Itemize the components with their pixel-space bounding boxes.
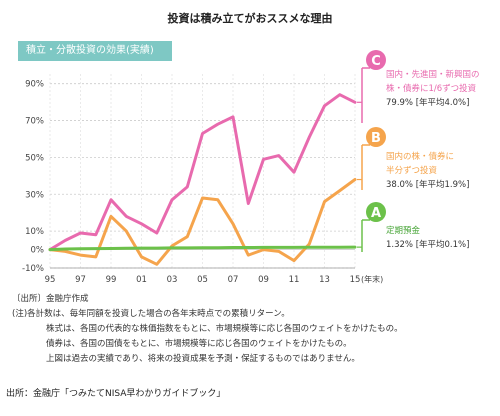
- callout-letter-b: B: [371, 131, 381, 146]
- x-tick-label: 15: [350, 275, 361, 285]
- callout-b: 国内の株・債券に 半分ずつ投資 38.0% [年平均1.9%]: [386, 150, 469, 192]
- y-tick-label: -10%: [22, 264, 44, 274]
- note-explanation: (注)各計数は、毎年同額を投資した場合の各年末時点での累積リターン。: [12, 309, 290, 319]
- callout-b-line2: 半分ずつ投資: [386, 166, 438, 176]
- chart-header: 積立・分散投資の効果(実績): [18, 41, 172, 61]
- x-tick-label: 07: [228, 275, 239, 285]
- series-line-a: [48, 245, 357, 252]
- y-tick-label: 70%: [25, 117, 44, 127]
- x-axis-unit: (年末): [361, 274, 383, 284]
- plot-area: [18, 61, 376, 277]
- note-source: 〔出所〕金融庁作成: [12, 294, 89, 304]
- callout-b-line1: 国内の株・債券に: [386, 152, 455, 162]
- x-tick-label: 13: [319, 275, 330, 285]
- callout-marker-b: [366, 127, 386, 147]
- x-tick-label: 95: [45, 275, 56, 285]
- note-bonds: 債券は、各国の国債をもとに、市場規模等に応じ各国のウェイトをかけたもの。: [46, 339, 352, 349]
- callout-letter-a: A: [371, 206, 381, 221]
- y-tick-label: 30%: [25, 190, 44, 200]
- series-line-c: [48, 93, 357, 252]
- x-tick-label: 05: [197, 275, 208, 285]
- callout-a-value: 1.32% [年平均0.1%]: [386, 240, 470, 250]
- callout-c: 国内・先進国・新興国の 株・債券に1/6ずつ投資 79.9% [年平均4.0%]: [386, 68, 480, 110]
- callout-c-value: 79.9% [年平均4.0%]: [386, 98, 470, 108]
- source-credit: 出所：金融庁「つみたてNISA早わかりガイドブック」: [6, 389, 226, 399]
- x-tick-label: 97: [75, 275, 86, 285]
- callout-c-line1: 国内・先進国・新興国の: [386, 70, 480, 80]
- y-tick-label: 90%: [25, 80, 44, 90]
- x-tick-label: 99: [106, 275, 117, 285]
- y-tick-label: 0%: [31, 246, 45, 256]
- x-tick-label: 01: [136, 275, 147, 285]
- callout-marker-c: [366, 50, 386, 70]
- page-title: 投資は積み立てがおススメな理由: [167, 12, 333, 25]
- callout-c-line2: 株・債券に1/6ずつ投資: [386, 84, 477, 94]
- x-tick-label: 09: [258, 275, 269, 285]
- callout-b-value: 38.0% [年平均1.9%]: [386, 180, 470, 190]
- callout-a: 定期預金 1.32% [年平均0.1%]: [386, 224, 469, 252]
- callout-letter-c: C: [371, 54, 381, 69]
- note-stocks: 株式は、各国の代表的な株価指数をもとに、市場規模等に応じ各国のウェイトをかけたも…: [46, 324, 403, 334]
- x-tick-label: 03: [167, 275, 178, 285]
- note-disclaimer: 上図は過去の実績であり、将来の投資成果を予測・保証するものではありません。: [46, 354, 360, 364]
- y-tick-label: 50%: [25, 153, 44, 163]
- y-tick-label: 10%: [25, 227, 44, 237]
- x-tick-label: 11: [289, 275, 300, 285]
- callout-marker-a: [366, 202, 386, 222]
- callout-a-line1: 定期預金: [386, 226, 421, 236]
- chart-notes: 〔出所〕金融庁作成 (注)各計数は、毎年同額を投資した場合の各年末時点での累積リ…: [12, 292, 403, 367]
- series-line-b: [48, 178, 357, 266]
